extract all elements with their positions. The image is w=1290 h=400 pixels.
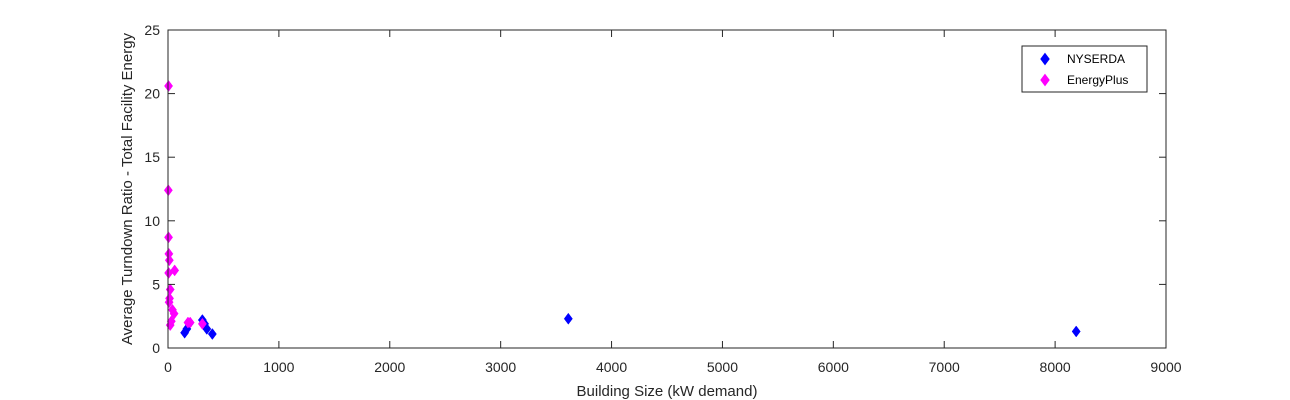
x-tick-label: 7000 <box>929 359 960 375</box>
data-point <box>164 231 173 244</box>
legend-marker <box>1040 73 1050 87</box>
x-tick-label: 1000 <box>263 359 294 375</box>
data-point <box>164 80 173 92</box>
y-tick-label: 5 <box>152 276 160 292</box>
x-tick-label: 6000 <box>818 359 849 375</box>
data-point <box>563 312 573 325</box>
y-tick-label: 0 <box>152 340 160 356</box>
axis-ticks: 0 1000 2000 3000 4000 5000 6000 7000 8000 9000 0 5 1… <box>144 22 1181 375</box>
x-tick-label: 4000 <box>596 359 627 375</box>
plot-area <box>168 30 1166 348</box>
x-tick-label: 8000 <box>1040 359 1071 375</box>
x-tick-label: 0 <box>164 359 172 375</box>
data-point <box>164 254 174 267</box>
y-tick-label: 25 <box>144 22 160 38</box>
x-tick-label: 9000 <box>1150 359 1181 375</box>
y-tick-label: 20 <box>144 86 160 102</box>
y-tick-label: 10 <box>144 213 160 229</box>
data-point <box>1071 325 1081 338</box>
legend-box <box>1021 45 1148 93</box>
legend[interactable]: NYSERDA EnergyPlus <box>1021 45 1148 93</box>
y-axis-title: Average Turndown Ratio - Total Facility … <box>119 32 136 345</box>
legend-label: NYSERDA <box>1067 52 1125 66</box>
legend-marker <box>1040 52 1050 66</box>
legend-item-nyserda[interactable]: NYSERDA <box>1040 52 1125 66</box>
data-point <box>185 316 195 329</box>
y-tick-label: 15 <box>144 149 160 165</box>
data-point <box>207 328 217 340</box>
plot-frame <box>167 29 1167 349</box>
legend-item-energyplus[interactable]: EnergyPlus <box>1040 73 1129 87</box>
legend-label: EnergyPlus <box>1067 73 1128 87</box>
data-point <box>164 296 174 309</box>
x-tick-label: 3000 <box>485 359 516 375</box>
data-point <box>197 317 207 330</box>
data-point <box>170 264 180 277</box>
x-tick-label: 5000 <box>707 359 738 375</box>
x-tick-label: 2000 <box>374 359 405 375</box>
x-axis-title: Building Size (kW demand) <box>577 383 758 400</box>
